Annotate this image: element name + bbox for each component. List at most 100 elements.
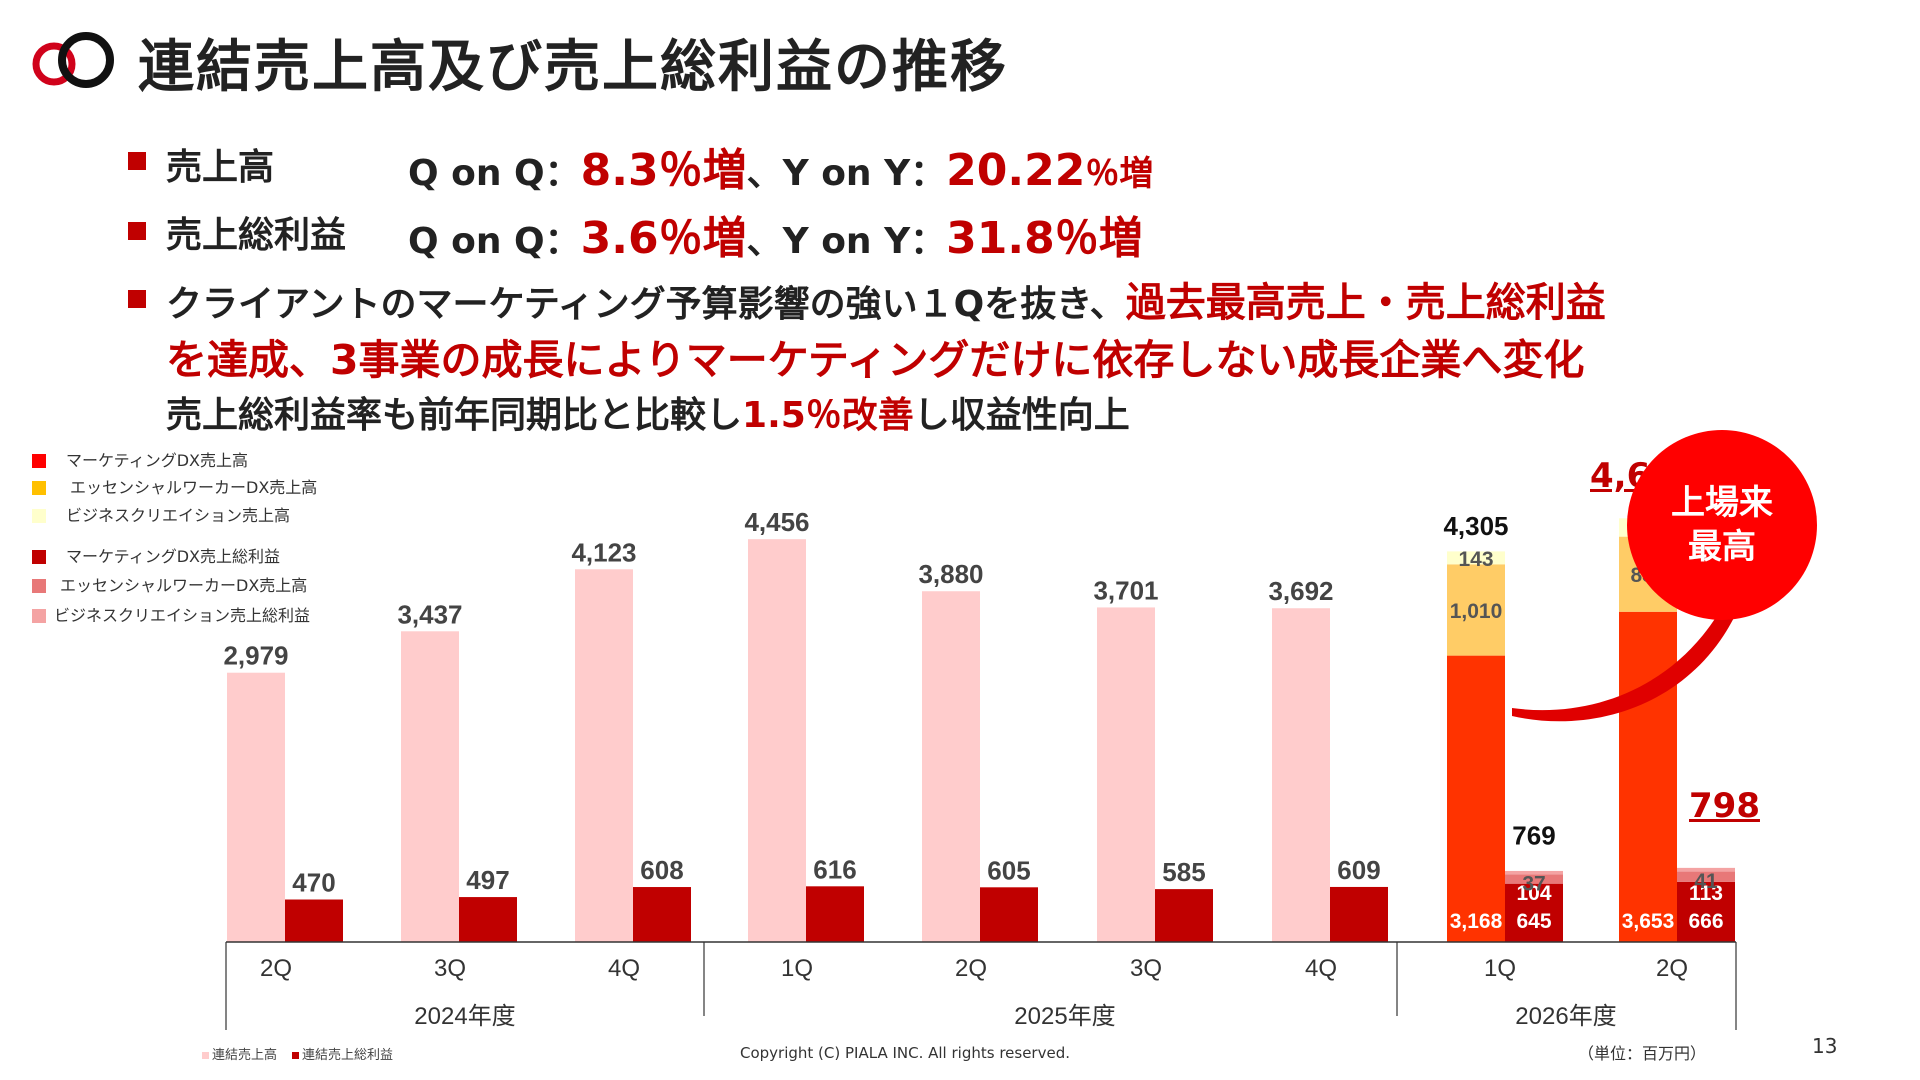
footer-legend-gross-label: 連結売上総利益 — [302, 1048, 394, 1063]
bullet-sales: 売上高 Q on Q：8.3％増、Y on Y：20.22％増 — [128, 132, 1228, 196]
sales-bar — [575, 569, 633, 942]
bullet-marker-sales — [128, 152, 146, 170]
gross-segment-bar — [1505, 883, 1563, 942]
sales-bar — [1097, 607, 1155, 942]
gross-segment-label: 104 — [1516, 882, 1551, 905]
badge-text: 上場来 最高 — [1671, 483, 1773, 567]
page-title: 連結売上高及び売上総利益の推移 — [138, 35, 1008, 100]
sales-growth: Q on Q：8.3％増、Y on Y：20.22％増 — [408, 134, 1153, 198]
client-line3-a: 売上総利益率も前年同期比と比較し — [166, 395, 743, 436]
legend-swatch — [32, 609, 46, 623]
category-tick-label: 4Q — [608, 955, 640, 982]
gross-value-label: 585 — [1162, 857, 1205, 887]
legend-label: マーケティングDX売上総利益 — [66, 547, 281, 566]
client-line1-black: クライアントのマーケティング予算影響の強い１Qを抜き、 — [166, 284, 1126, 325]
legend-label: マーケティングDX売上高 — [66, 451, 249, 470]
legend-label: エッセンシャルワーカーDX売上高 — [70, 478, 318, 497]
sales-bar — [748, 539, 806, 942]
client-line3-b: し収益性向上 — [913, 395, 1130, 436]
gross-profit-bar — [1330, 886, 1388, 942]
gross-segment-label: 645 — [1516, 910, 1551, 933]
client-line-2: を達成、3事業の成長によりマーケティングだけに依存しない成長企業へ変化 — [166, 336, 1585, 384]
bullet-marker-client — [128, 290, 146, 308]
piala-logo — [32, 32, 114, 88]
sales-segment-bar — [1447, 564, 1505, 656]
gross-value-label: 769 — [1512, 820, 1555, 850]
sales-value-label: 3,437 — [397, 599, 462, 629]
gross-qoq-label: Q on Q： — [408, 221, 581, 262]
bullet-gross: 売上総利益 Q on Q：3.6％増、Y on Y：31.8％増 — [128, 200, 1228, 264]
gross-segment-bar — [1505, 870, 1563, 875]
gross-segment-bar — [1677, 871, 1735, 882]
sales-value-label: 3,692 — [1268, 576, 1333, 606]
gross-value-label: 470 — [292, 868, 335, 898]
footer-swatch — [292, 1052, 299, 1059]
category-tick-label: 3Q — [1130, 955, 1162, 982]
sales-value-label: 3,701 — [1093, 575, 1158, 605]
gross-segment-bar — [1677, 867, 1735, 872]
sales-bar — [227, 672, 285, 942]
category-tick-label: 3Q — [434, 955, 466, 982]
gross-growth: Q on Q：3.6％増、Y on Y：31.8％増 — [408, 202, 1143, 266]
gross-value-label: 497 — [466, 865, 509, 895]
footer-swatch — [202, 1052, 209, 1059]
sales-segment-bar — [1447, 655, 1505, 942]
gross-profit-bar — [633, 887, 691, 942]
sales-segment-label: 1,010 — [1450, 600, 1503, 623]
gross-profit-bar — [285, 899, 343, 942]
gross-sep: 、Y on Y： — [746, 221, 947, 262]
legend-swatch — [32, 579, 46, 593]
record-high-badge: 上場来 最高 — [1627, 430, 1817, 620]
fiscal-year-label: 2024年度 — [414, 1003, 515, 1030]
sales-value-label: 4,305 — [1443, 511, 1508, 541]
category-tick-label: 4Q — [1305, 955, 1337, 982]
gross-profit-bar — [980, 887, 1038, 942]
gross-segment-bar — [1505, 874, 1563, 884]
copyright: Copyright (C) PIALA INC. All rights rese… — [740, 1044, 1070, 1062]
gross-label: 売上総利益 — [166, 215, 347, 256]
legend-swatch — [32, 550, 46, 564]
sales-segment-bar — [1619, 611, 1677, 942]
legend-label: ビジネスクリエイション売上総利益 — [54, 606, 311, 625]
gross-value-label: 609 — [1337, 855, 1380, 885]
bullet-marker-gross — [128, 222, 146, 240]
gross-segment-label: 113 — [1689, 882, 1723, 905]
category-tick-label: 2Q — [260, 955, 292, 982]
sales-value-label: 4,123 — [571, 537, 636, 567]
sales-sep: 、Y on Y： — [746, 153, 947, 194]
category-tick-label: 1Q — [1484, 955, 1516, 982]
gross-value-label: 605 — [987, 855, 1030, 885]
client-line3-red: 1.5％改善 — [742, 395, 914, 436]
gross-yoy-value: 31.8％増 — [946, 213, 1143, 264]
gross-value-label: 608 — [640, 855, 683, 885]
gross-segment-bar — [1677, 881, 1735, 942]
fiscal-year-label: 2026年度 — [1515, 1003, 1616, 1030]
footer-legend-sales: 連結売上高 — [202, 1044, 277, 1063]
gross-value-label: 616 — [813, 854, 856, 884]
category-tick-label: 2Q — [1656, 955, 1688, 982]
sales-value-label: 4,456 — [744, 507, 809, 537]
gross-profit-bar — [459, 897, 517, 942]
legend-swatch — [32, 509, 46, 523]
sales-value-label: 3,880 — [918, 559, 983, 589]
sales-segment-label: 3,168 — [1450, 910, 1503, 933]
footer-legend-sales-label: 連結売上高 — [212, 1048, 278, 1063]
category-tick-label: 2Q — [955, 955, 987, 982]
client-line1-red: 過去最高売上・売上総利益 — [1125, 280, 1606, 326]
legend-label: ビジネスクリエイション売上高 — [66, 506, 291, 525]
gross-segment-label: 666 — [1688, 910, 1723, 933]
sales-yoy-suffix: ％増 — [1085, 154, 1154, 194]
sales-segment-label: 3,653 — [1622, 910, 1675, 933]
legend-swatch — [32, 481, 46, 495]
sales-bar — [401, 631, 459, 942]
legend-swatch — [32, 454, 46, 468]
gross-segment-label: 37 — [1522, 872, 1545, 895]
gross-profit-bar — [1155, 889, 1213, 942]
client-line-3: 売上総利益率も前年同期比と比較し1.5％改善し収益性向上 — [166, 386, 1130, 438]
sales-segment-label: 143 — [1458, 548, 1493, 571]
gross-qoq-value: 3.6％増 — [580, 213, 747, 264]
sales-bar — [1272, 608, 1330, 942]
legend-label: エッセンシャルワーカーDX売上高 — [60, 576, 308, 595]
sales-qoq-label: Q on Q： — [408, 153, 581, 194]
